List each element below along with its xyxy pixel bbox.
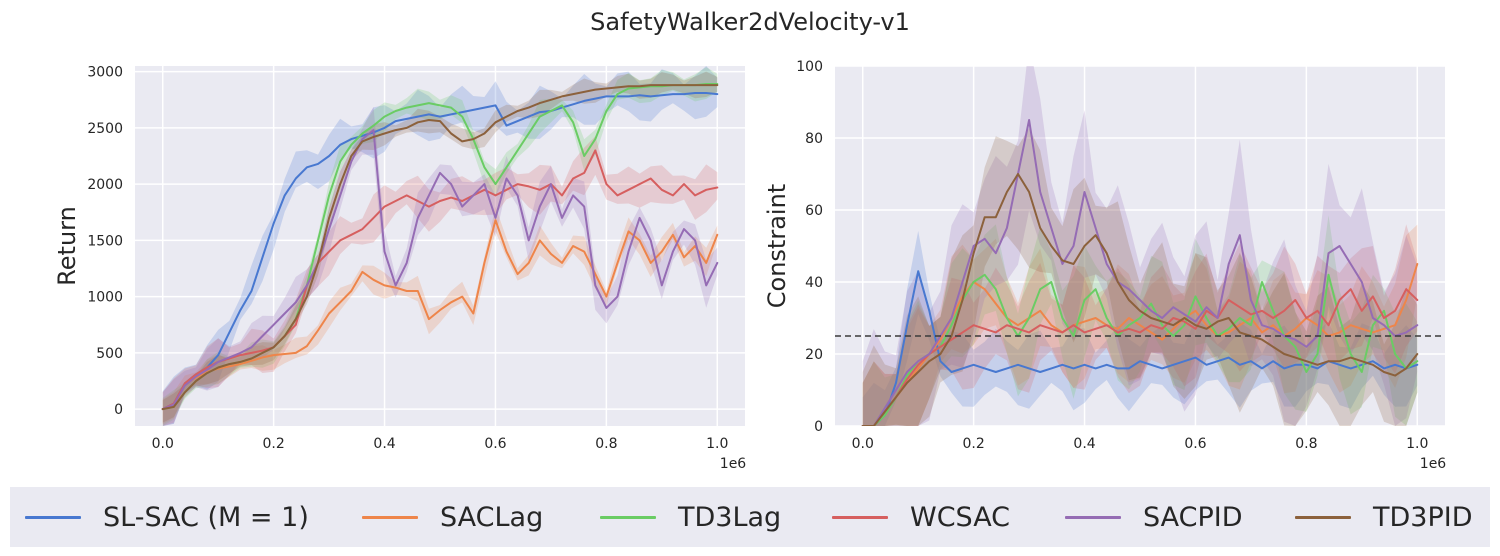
x-multiplier-label: 1e6 (720, 456, 747, 472)
x-tick-label: 1.0 (706, 436, 728, 452)
legend-label-saclag: SACLag (440, 501, 544, 533)
legend-swatch-saclag (362, 515, 418, 519)
line-sl-sac-m-1 (861, 270, 1419, 426)
y-tick-label: 20 (805, 347, 823, 363)
legend-item-td3lag: TD3Lag (600, 487, 781, 547)
constraint-chart: 0.0 0.2 0.4 0.6 0.8 1.0 0 20 40 60 80 100 1e6 Constra… (763, 59, 1447, 472)
legend-item-sacpid: SACPID (1065, 487, 1243, 547)
y-tick-label: 0 (814, 419, 823, 435)
band-sacpid (162, 106, 718, 426)
y-tick-label: 100 (796, 59, 823, 75)
band-td3lag (862, 215, 1418, 426)
y-axis-label: Return (53, 206, 81, 286)
legend-item-saclag: SACLag (362, 487, 543, 547)
figure-title: SafetyWalker2dVelocity-v1 (590, 8, 910, 36)
legend-item-wcsac: WCSAC (832, 487, 1010, 547)
x-tick-label: 1.0 (1406, 436, 1428, 452)
line-sacpid (161, 129, 719, 411)
line-td3pid (861, 173, 1419, 426)
legend-label-td3lag: TD3Lag (678, 501, 782, 533)
line-td3lag (861, 273, 1419, 426)
legend-swatch-td3lag (600, 515, 656, 519)
y-tick-label: 3000 (87, 65, 123, 81)
legend-swatch-wcsac (832, 515, 888, 519)
y-tick-label: 0 (114, 402, 123, 418)
y-tick-label: 2000 (87, 177, 123, 193)
band-sl-sac-m-1 (862, 230, 1418, 426)
band-sl-sac-m-1 (162, 66, 718, 426)
legend-swatch-sacpid (1065, 515, 1121, 519)
x-tick-label: 0.4 (373, 436, 395, 452)
x-tick-label: 0.8 (1295, 436, 1317, 452)
x-tick-label: 0.6 (484, 436, 506, 452)
legend-item-td3pid: TD3PID (1295, 487, 1473, 547)
line-sacpid (861, 119, 1419, 426)
y-tick-label: 1500 (87, 233, 123, 249)
line-saclag (861, 263, 1419, 426)
x-tick-label: 0.2 (263, 436, 285, 452)
x-tick-label: 0.0 (152, 436, 174, 452)
legend-swatch-sl-sac (25, 515, 81, 519)
y-tick-label: 80 (805, 131, 823, 147)
legend-label-td3pid: TD3PID (1373, 501, 1473, 533)
legend-label-sl-sac: SL-SAC (M = 1) (103, 501, 309, 533)
line-wcsac (161, 149, 719, 411)
legend-label-wcsac: WCSAC (910, 501, 1011, 533)
x-tick-label: 0.4 (1073, 436, 1095, 452)
legend-label-sacpid: SACPID (1143, 501, 1243, 533)
line-saclag (161, 219, 719, 411)
x-tick-label: 0.2 (963, 436, 985, 452)
line-wcsac (861, 288, 1419, 426)
band-saclag (162, 206, 718, 425)
x-tick-label: 0.0 (852, 436, 874, 452)
x-tick-label: 0.6 (1184, 436, 1206, 452)
y-tick-label: 2500 (87, 121, 123, 137)
legend-item-sl-sac: SL-SAC (M = 1) (25, 487, 309, 547)
x-tick-label: 0.8 (595, 436, 617, 452)
x-multiplier-label: 1e6 (1420, 456, 1447, 472)
plot-area (835, 66, 1445, 426)
line-td3pid (161, 84, 719, 411)
legend: SL-SAC (M = 1) SACLag TD3Lag WCSAC SACPI… (10, 487, 1490, 547)
legend-swatch-td3pid (1295, 515, 1351, 519)
y-axis-label: Constraint (763, 184, 791, 308)
y-tick-label: 500 (96, 346, 123, 362)
y-tick-label: 60 (805, 203, 823, 219)
plot-area (161, 66, 719, 426)
y-tick-label: 40 (805, 275, 823, 291)
line-sl-sac-m-1 (161, 92, 719, 411)
return-chart: 0.0 0.2 0.4 0.6 0.8 1.0 0 500 1000 1500 2000 2500 30… (53, 65, 746, 472)
y-tick-label: 1000 (87, 290, 123, 306)
band-wcsac (162, 136, 718, 426)
